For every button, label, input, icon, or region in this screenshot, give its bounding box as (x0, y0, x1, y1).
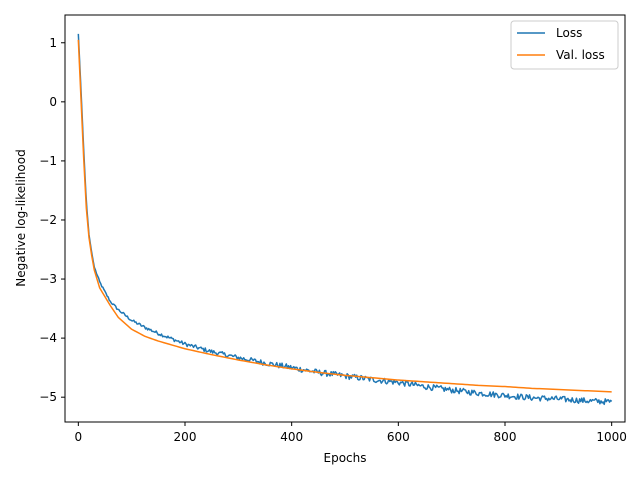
x-tick-label: 200 (174, 430, 197, 444)
x-tick-label: 600 (387, 430, 410, 444)
y-tick-label: 1 (49, 36, 57, 50)
series-layer (77, 33, 613, 406)
y-tick-label: −1 (39, 154, 57, 168)
y-tick-label: −2 (39, 213, 57, 227)
y-tick-label: 0 (49, 95, 57, 109)
y-tick-label: −3 (39, 272, 57, 286)
y-tick-label: −4 (39, 331, 57, 345)
legend-label-val-loss: Val. loss (556, 48, 605, 62)
y-axis-ticks: 1 0 −1 −2 −3 −4 −5 (39, 36, 65, 404)
x-axis-label: Epochs (324, 451, 367, 465)
series-line-val-loss (77, 39, 612, 393)
legend: Loss Val. loss (510, 20, 619, 70)
plot-frame (64, 14, 626, 423)
x-tick-label: 400 (280, 430, 303, 444)
plot-area (65, 15, 625, 422)
y-tick-label: −5 (39, 390, 57, 404)
x-tick-label: 0 (75, 430, 83, 444)
legend-label-loss: Loss (556, 26, 582, 40)
x-tick-label: 800 (494, 430, 517, 444)
x-tick-label: 1000 (596, 430, 627, 444)
x-axis-ticks: 0 200 400 600 800 1000 (75, 422, 627, 444)
y-axis-label: Negative log-likelihood (14, 149, 28, 286)
